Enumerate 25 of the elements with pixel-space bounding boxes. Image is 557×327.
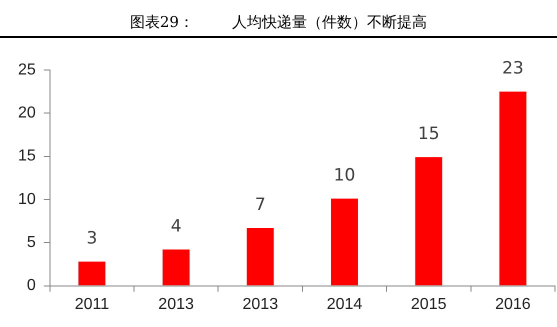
y-tick-label: 25: [18, 61, 36, 78]
x-tick-label: 2016: [495, 296, 531, 313]
bar: [415, 157, 442, 286]
bar: [331, 198, 358, 286]
data-label: 15: [418, 124, 440, 144]
y-tick-label: 10: [18, 190, 36, 208]
y-tick-label: 15: [18, 148, 36, 165]
y-tick-label: 5: [26, 234, 36, 252]
data-label: 23: [502, 58, 524, 78]
x-tick-label: 2014: [326, 296, 362, 313]
bar: [499, 92, 526, 286]
y-tick-label: 0: [26, 277, 36, 294]
x-tick-label: 2011: [74, 296, 110, 313]
x-tick-label: 2013: [158, 296, 194, 313]
bar: [78, 262, 106, 286]
chart-title: 图表29： 人均快递量（件数）不断提高: [0, 0, 557, 38]
bar: [246, 228, 274, 286]
y-tick-label: 20: [18, 104, 36, 122]
data-label: 10: [334, 166, 356, 186]
x-tick-label: 2015: [410, 296, 447, 313]
data-label: 3: [86, 228, 98, 249]
data-label: 7: [254, 194, 266, 215]
bar: [162, 250, 190, 286]
data-label: 4: [170, 216, 182, 236]
x-tick-label: 2013: [242, 296, 278, 313]
